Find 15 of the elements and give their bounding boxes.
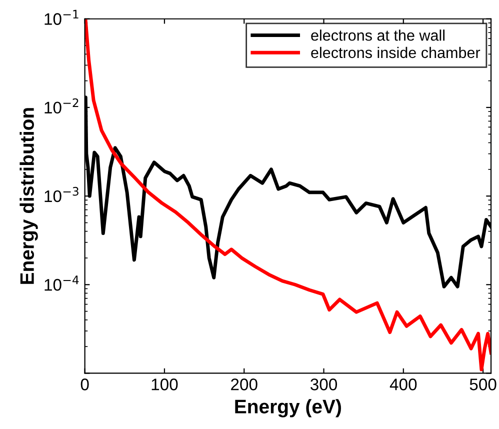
y-axis-title: Energy distribution xyxy=(20,108,38,284)
legend-label: electrons at the wall xyxy=(311,30,444,41)
legend-label: electrons inside chamber xyxy=(311,46,480,58)
x-tick-label: 200 xyxy=(231,378,258,390)
x-tick-label: 100 xyxy=(152,378,178,390)
y-tick-label: 10$^{−4}$ xyxy=(44,276,79,291)
x-tick-label: 400 xyxy=(390,378,417,390)
y-tick-label: 10$^{−1}$ xyxy=(44,10,78,25)
line-series xyxy=(84,19,492,372)
x-tick-label: 0 xyxy=(80,378,89,390)
x-axis-title: Energy (eV) xyxy=(235,399,341,418)
y-tick-label: 10$^{−3}$ xyxy=(44,186,78,202)
x-tick-label: 300 xyxy=(310,378,338,390)
y-tick-label: 10$^{−2}$ xyxy=(44,98,78,114)
x-tick-label: 500 xyxy=(470,378,496,390)
